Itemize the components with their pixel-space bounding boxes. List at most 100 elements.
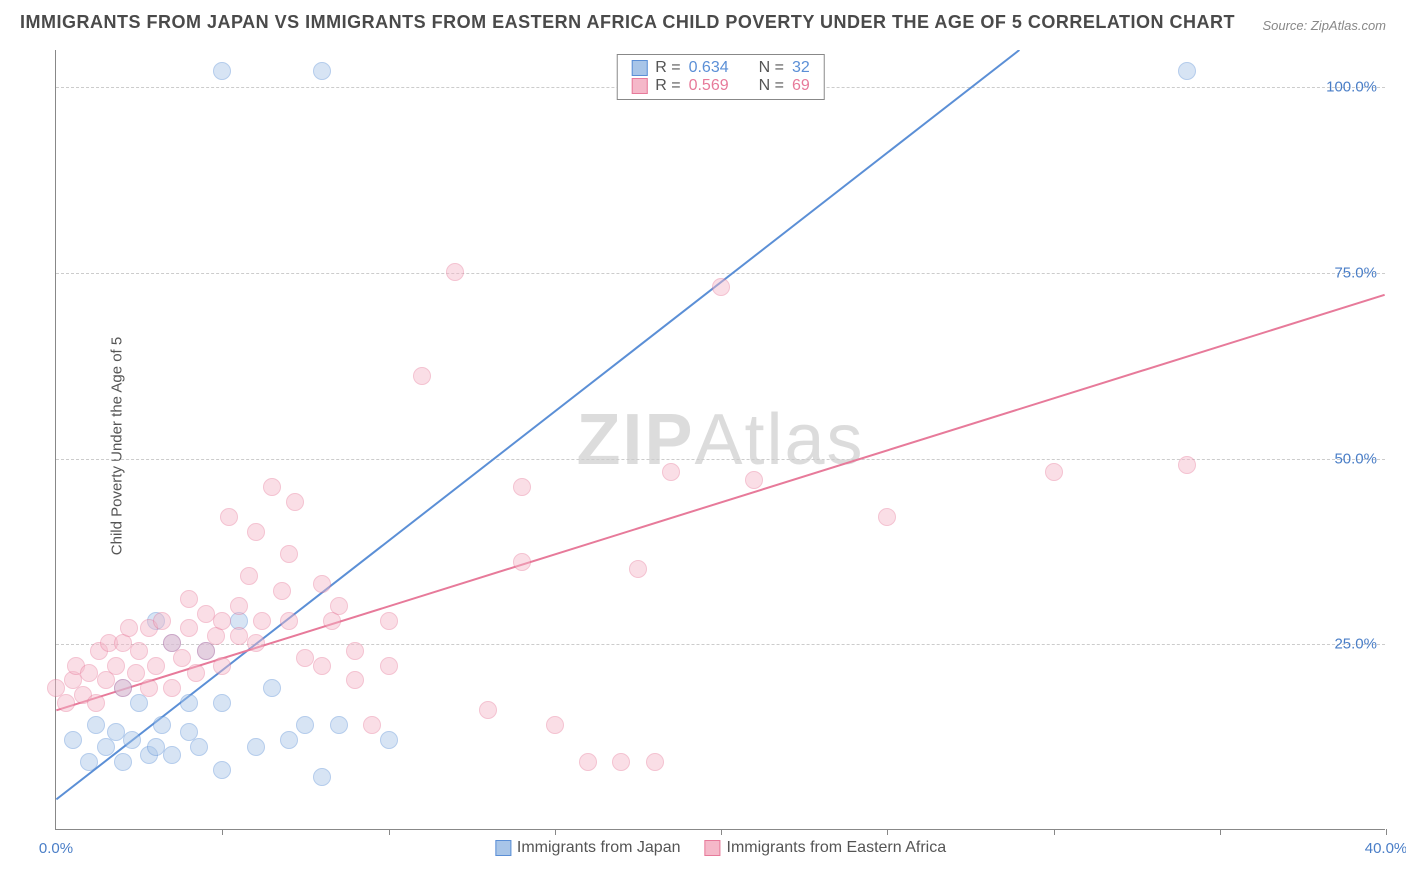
data-point	[153, 716, 171, 734]
data-point	[296, 716, 314, 734]
data-point	[546, 716, 564, 734]
r-value: 0.569	[689, 77, 729, 95]
data-point	[263, 679, 281, 697]
legend-swatch	[631, 60, 647, 76]
data-point	[187, 664, 205, 682]
data-point	[280, 612, 298, 630]
data-point	[313, 62, 331, 80]
swatch-japan	[495, 840, 511, 856]
data-point	[114, 679, 132, 697]
data-point	[253, 612, 271, 630]
data-point	[247, 738, 265, 756]
data-point	[1178, 62, 1196, 80]
data-point	[446, 263, 464, 281]
data-point	[180, 619, 198, 637]
data-point	[273, 582, 291, 600]
series-legend: Immigrants from Japan Immigrants from Ea…	[495, 839, 946, 857]
data-point	[147, 657, 165, 675]
x-tick-mark	[1386, 829, 1387, 835]
x-tick-mark	[721, 829, 722, 835]
data-point	[346, 671, 364, 689]
data-point	[64, 731, 82, 749]
data-point	[247, 523, 265, 541]
data-point	[280, 731, 298, 749]
data-point	[280, 545, 298, 563]
data-point	[263, 478, 281, 496]
data-point	[240, 567, 258, 585]
data-point	[213, 761, 231, 779]
data-point	[130, 642, 148, 660]
data-point	[330, 597, 348, 615]
swatch-eastern-africa	[704, 840, 720, 856]
data-point	[213, 657, 231, 675]
x-tick-mark	[389, 829, 390, 835]
scatter-chart: ZIPAtlas 25.0%50.0%75.0%100.0%0.0%40.0% …	[55, 50, 1385, 830]
data-point	[163, 746, 181, 764]
data-point	[380, 612, 398, 630]
data-point	[80, 664, 98, 682]
legend-correlation-row: R =0.634N =32	[631, 59, 810, 77]
data-point	[296, 649, 314, 667]
data-point	[629, 560, 647, 578]
data-point	[180, 694, 198, 712]
data-point	[313, 575, 331, 593]
legend-label-eastern-africa: Immigrants from Eastern Africa	[726, 839, 946, 857]
legend-item-japan: Immigrants from Japan	[495, 839, 681, 857]
x-tick-label: 40.0%	[1365, 840, 1406, 857]
data-point	[140, 679, 158, 697]
x-tick-mark	[555, 829, 556, 835]
data-point	[197, 605, 215, 623]
y-tick-label: 75.0%	[1334, 264, 1377, 281]
data-point	[123, 731, 141, 749]
source-attribution: Source: ZipAtlas.com	[1262, 18, 1386, 33]
data-point	[107, 657, 125, 675]
legend-item-eastern-africa: Immigrants from Eastern Africa	[704, 839, 946, 857]
correlation-legend: R =0.634N =32R =0.569N =69	[616, 54, 825, 100]
n-value: 69	[792, 77, 810, 95]
data-point	[646, 753, 664, 771]
data-point	[114, 753, 132, 771]
data-point	[346, 642, 364, 660]
legend-label-japan: Immigrants from Japan	[517, 839, 681, 857]
data-point	[120, 619, 138, 637]
watermark: ZIPAtlas	[576, 399, 864, 481]
legend-swatch	[631, 78, 647, 94]
legend-correlation-row: R = 0.569 N = 69	[631, 77, 810, 95]
data-point	[513, 553, 531, 571]
data-point	[413, 367, 431, 385]
data-point	[286, 493, 304, 511]
data-point	[479, 701, 497, 719]
x-tick-mark	[887, 829, 888, 835]
r-label: R =	[655, 77, 680, 95]
data-point	[213, 612, 231, 630]
data-point	[612, 753, 630, 771]
data-point	[190, 738, 208, 756]
x-tick-mark	[1054, 829, 1055, 835]
y-tick-label: 100.0%	[1326, 79, 1377, 96]
chart-title: IMMIGRANTS FROM JAPAN VS IMMIGRANTS FROM…	[20, 12, 1235, 33]
data-point	[380, 731, 398, 749]
trend-line	[56, 50, 1019, 799]
data-point	[163, 679, 181, 697]
data-point	[213, 694, 231, 712]
data-point	[363, 716, 381, 734]
r-value: 0.634	[689, 59, 729, 77]
data-point	[878, 508, 896, 526]
n-label: N =	[759, 77, 784, 95]
data-point	[87, 716, 105, 734]
n-label: N =	[759, 59, 784, 77]
data-point	[313, 657, 331, 675]
data-point	[380, 657, 398, 675]
data-point	[1045, 463, 1063, 481]
data-point	[579, 753, 597, 771]
data-point	[230, 597, 248, 615]
data-point	[127, 664, 145, 682]
data-point	[213, 62, 231, 80]
data-point	[662, 463, 680, 481]
gridline-horizontal	[56, 273, 1385, 274]
data-point	[220, 508, 238, 526]
data-point	[153, 612, 171, 630]
y-tick-label: 25.0%	[1334, 636, 1377, 653]
y-tick-label: 50.0%	[1334, 450, 1377, 467]
data-point	[230, 627, 248, 645]
